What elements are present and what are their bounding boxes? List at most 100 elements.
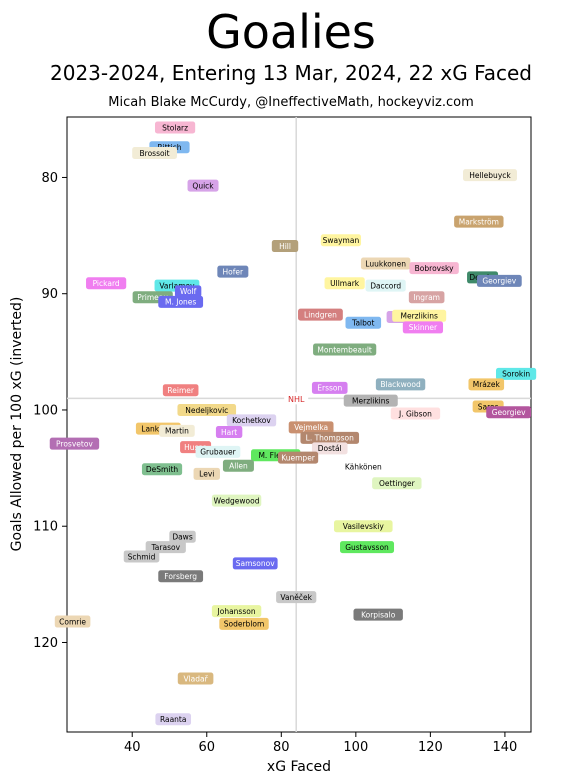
nhl-reference-label: NHL <box>288 395 305 404</box>
goalie-point: Kochetkov <box>226 414 277 427</box>
goalie-point: Pickard <box>86 277 127 290</box>
goalie-label-box <box>409 262 459 275</box>
goalie-label-box <box>177 403 237 416</box>
goalie-label-text: Allen <box>229 462 248 471</box>
goalie-point: Dostál <box>311 442 348 455</box>
goalie-label-box <box>211 494 262 507</box>
goalie-label-text: Mrázek <box>473 380 501 389</box>
goalie-point: Hill <box>271 240 299 253</box>
goalie-label-box <box>277 451 319 464</box>
goalie-label-text: Gustavsson <box>345 543 389 552</box>
goalie-label-text: M. Jones <box>165 298 196 307</box>
goalie-label-text: Merzlikins <box>352 396 389 405</box>
goalie-point: Daws <box>169 530 196 543</box>
x-tick-label: 140 <box>492 740 517 755</box>
goalie-point: Kähkönen <box>340 460 386 473</box>
goalie-point: Sorokin <box>495 367 537 380</box>
goalie-label-text: Reimer <box>167 386 194 395</box>
goalie-label-box <box>158 295 204 308</box>
goalie-label-text: Grubauer <box>200 448 236 457</box>
goalie-point: Quick <box>187 179 219 192</box>
goalie-label-box <box>177 672 214 685</box>
goalie-point: J. Gibson <box>390 407 441 420</box>
goalie-label-text: Lankinen <box>141 424 175 433</box>
goalie-label-box <box>169 530 196 543</box>
goalie-label-text: J. Gibson <box>398 409 432 418</box>
goalie-label-box <box>345 316 382 329</box>
goalie-point: Levi <box>193 467 220 480</box>
goalie-label-box <box>365 279 406 292</box>
goalie-label-text: Stolarz <box>162 123 188 132</box>
goalie-label-text: Vejmelka <box>294 423 328 432</box>
goalie-label-text: Martin <box>165 427 189 436</box>
x-tick-label: 60 <box>198 740 215 755</box>
goalie-label-text: Georgiev <box>492 408 526 417</box>
goalie-point: Montembeault <box>313 343 377 356</box>
goalie-point: Merzlikins <box>343 394 398 407</box>
goalie-label-box <box>486 406 532 419</box>
goalie-label-box <box>159 424 195 437</box>
goalie-label-text: Comrie <box>59 617 86 626</box>
goalie-point: Martin <box>159 424 195 437</box>
goalie-point: Reimer <box>162 384 199 397</box>
goalie-point: Skinner <box>402 321 444 334</box>
goalie-point: Daccord <box>365 279 406 292</box>
goalie-label-box <box>463 169 518 182</box>
goalie-label-box <box>211 605 262 618</box>
x-tick-label: 100 <box>343 740 368 755</box>
goalie-label-box <box>360 257 411 270</box>
goalie-point: Samsonov <box>232 557 278 570</box>
goalie-label-box <box>300 431 360 444</box>
goalie-point: Stolarz <box>154 121 196 134</box>
goalie-label-box <box>132 147 177 160</box>
x-axis-ticks: 40 60 80 100 120 140 <box>124 732 517 755</box>
y-axis-label: Goals Allowed per 100 xG (inverted) <box>9 297 25 552</box>
goalie-label-box <box>155 713 192 726</box>
x-tick-label: 120 <box>418 740 443 755</box>
goalie-label-text: Prosvetov <box>56 439 93 448</box>
goalie-point: Gustavsson <box>340 541 395 554</box>
goalie-point: Wolf <box>174 285 202 298</box>
goalie-point: Vasilevskiy <box>333 520 393 533</box>
goalie-point: Georgiev <box>486 406 532 419</box>
goalie-point: Talbot <box>345 316 382 329</box>
goalie-point: Allen <box>222 459 254 472</box>
goalie-label-text: Talbot <box>351 319 374 328</box>
chart-credit: Micah Blake McCurdy, @IneffectiveMath, h… <box>108 95 474 110</box>
goalie-label-box <box>390 407 441 420</box>
goalie-point: Ullmark <box>324 277 365 290</box>
goalie-point: Korpisalo <box>353 608 403 621</box>
goalie-label-text: Brossoit <box>140 149 170 158</box>
goalie-point: Nedeljkovic <box>177 403 237 416</box>
goalie-label-text: Nedeljkovic <box>185 406 228 415</box>
goalie-point: Kuemper <box>277 451 319 464</box>
goalie-point: Hart <box>215 426 243 439</box>
goalie-label-box <box>141 463 183 476</box>
goalie-label-text: Soderblom <box>224 620 265 629</box>
goalie-point: Brossoit <box>132 147 177 160</box>
goalie-label-text: Merzlikins <box>401 312 438 321</box>
goalie-point: Bobrovsky <box>409 262 459 275</box>
goalie-point: Merzlikins <box>392 309 447 322</box>
x-axis-label: xG Faced <box>267 759 331 775</box>
goalie-label-box <box>187 179 219 192</box>
goalie-label-text: Bobrovsky <box>415 264 454 273</box>
y-tick-label: 80 <box>41 171 58 186</box>
goalie-label-box <box>145 541 186 554</box>
goalie-label-box <box>217 265 249 278</box>
goalie-label-box <box>353 608 403 621</box>
goalie-label-text: Schmid <box>128 552 156 561</box>
goalie-label-text: L. Thompson <box>306 434 354 443</box>
goalie-label-text: Markström <box>459 217 499 226</box>
goalie-label-text: Vaněček <box>280 593 312 602</box>
goalie-label-text: Hofer <box>223 267 244 276</box>
goalie-label-text: Luukkonen <box>365 259 406 268</box>
y-tick-label: 120 <box>33 636 58 651</box>
goalie-label-text: Oettinger <box>379 479 416 488</box>
goalie-label-box <box>340 541 395 554</box>
goalie-label-text: Kuemper <box>281 453 316 462</box>
goalie-label-text: Vasilevskiy <box>343 522 385 531</box>
goalie-label-box <box>495 367 537 380</box>
goalie-label-text: Hellebuyck <box>469 171 511 180</box>
goalie-label-text: Pickard <box>93 279 120 288</box>
